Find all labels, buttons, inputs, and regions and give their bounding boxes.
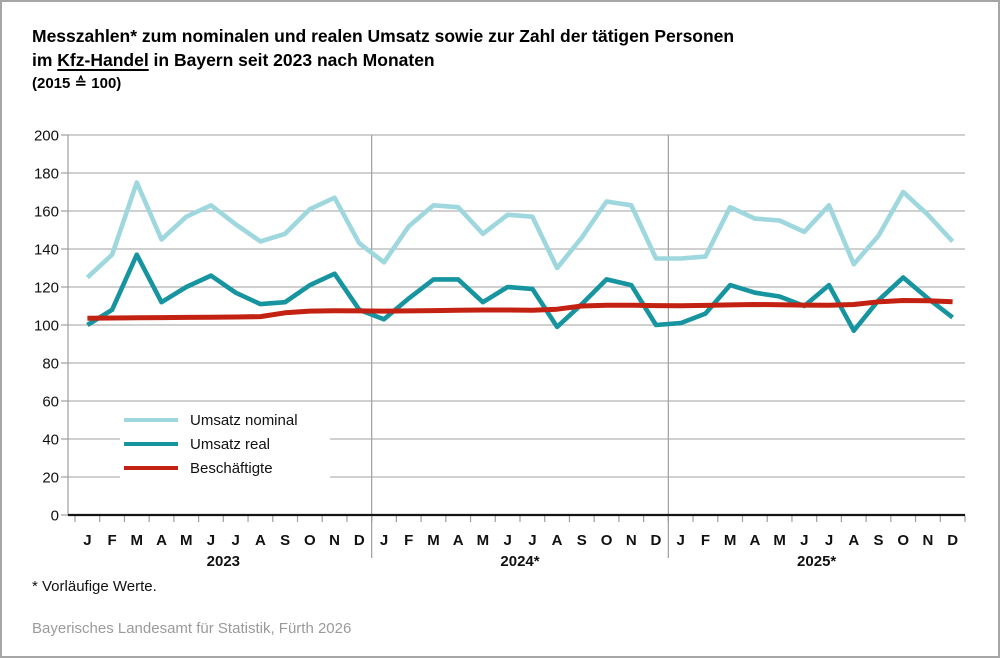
x-month-label: J [232,532,240,549]
x-month-label: J [528,532,536,549]
x-month-label: N [329,532,340,549]
x-month-label: D [947,532,958,549]
x-month-label: D [354,532,365,549]
title-line-3: (2015 ≙ 100) [32,75,122,92]
x-month-label: F [701,532,710,549]
x-month-label: O [304,532,316,549]
legend: Umsatz nominal Umsatz real Beschäftigte [120,404,330,482]
x-month-label: A [255,532,266,549]
source-credit: Bayerisches Landesamt für Statistik, Für… [32,620,352,637]
x-month-label: A [552,532,563,549]
x-month-label: J [825,532,833,549]
x-month-label: N [626,532,637,549]
x-month-label: A [848,532,859,549]
x-month-label: N [922,532,933,549]
y-tick-label: 160 [34,204,59,221]
y-tick-label: 60 [42,394,59,411]
x-month-label: M [180,532,193,549]
y-tick-label: 20 [42,470,59,487]
x-month-label: M [773,532,786,549]
x-month-label: J [83,532,91,549]
legend-swatch-real-icon [124,441,178,447]
x-month-label: M [131,532,144,549]
x-month-label: M [724,532,737,549]
title-line-1: Messzahlen* zum nominalen und realen Ums… [32,26,735,46]
legend-item-beschaeftigte: Beschäftigte [124,456,330,480]
x-month-label: S [280,532,290,549]
legend-item-umsatz-real: Umsatz real [124,432,330,456]
legend-swatch-nominal-icon [124,417,178,423]
x-month-label: J [207,532,215,549]
x-year-label: 2025* [797,553,836,570]
legend-item-umsatz-nominal: Umsatz nominal [124,408,330,432]
y-tick-label: 40 [42,432,59,449]
x-month-label: S [577,532,587,549]
series-line-umsatz-real [86,252,955,334]
y-tick-label: 140 [34,242,59,259]
x-month-label: A [156,532,167,549]
footnote: * Vorläufige Werte. [32,578,157,595]
y-tick-label: 200 [34,128,59,145]
title-line-2: im Kfz-Handel in Bayern seit 2023 nach M… [32,50,435,70]
x-month-label: J [677,532,685,549]
x-month-label: D [651,532,662,549]
x-month-label: F [404,532,413,549]
legend-label: Umsatz real [190,435,271,453]
x-month-label: F [107,532,116,549]
x-month-label: J [380,532,388,549]
y-tick-label: 100 [34,318,59,335]
x-year-label: 2024* [500,553,539,570]
y-tick-label: 120 [34,280,59,297]
x-month-label: J [503,532,511,549]
y-tick-label: 0 [51,508,59,525]
x-month-label: A [453,532,464,549]
title-underlined-term: Kfz-Handel [57,50,149,70]
x-month-label: S [873,532,883,549]
page-title: Messzahlen* zum nominalen und realen Ums… [32,24,734,96]
y-tick-label: 180 [34,166,59,183]
x-month-label: O [897,532,909,549]
x-month-label: M [477,532,490,549]
x-month-label: A [749,532,760,549]
x-month-label: O [601,532,613,549]
x-month-label: J [800,532,808,549]
x-month-label: M [427,532,440,549]
series-line-umsatz-nominal [85,180,955,280]
series-line-besch-ftigte [87,298,953,321]
legend-label: Umsatz nominal [190,411,298,429]
legend-label: Beschäftigte [190,459,273,477]
legend-swatch-employees-icon [124,465,178,471]
y-tick-label: 80 [42,356,59,373]
x-year-label: 2023 [207,553,240,570]
